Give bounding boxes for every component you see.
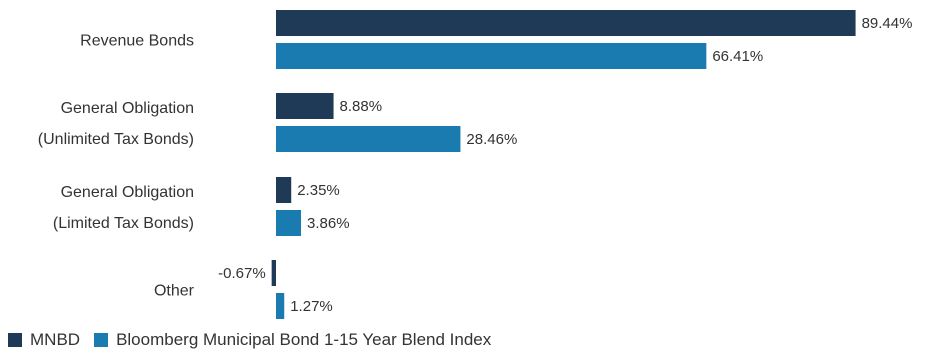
bar-index	[276, 126, 461, 152]
bar-mnbd	[276, 177, 292, 203]
bar-index	[276, 210, 302, 236]
data-label: 3.86%	[307, 215, 350, 232]
data-label: 2.35%	[297, 182, 340, 199]
category-label: (Limited Tax Bonds)	[53, 215, 194, 232]
category-label: (Unlimited Tax Bonds)	[38, 131, 194, 148]
bar-mnbd	[276, 93, 334, 119]
bar-index	[276, 293, 285, 319]
category-label: Revenue Bonds	[80, 33, 194, 50]
data-label: 1.27%	[290, 298, 333, 315]
data-label: -0.67%	[218, 265, 266, 282]
bar-mnbd	[276, 10, 856, 36]
category-label: General Obligation	[61, 100, 194, 117]
legend: MNBD Bloomberg Municipal Bond 1-15 Year …	[8, 330, 505, 350]
bar-index	[276, 43, 707, 69]
bar-chart: Revenue Bonds 89.44% 66.41% General Obligat…	[38, 10, 913, 319]
legend-swatch-index	[94, 333, 109, 347]
category-label: Other	[154, 283, 195, 300]
legend-item-mnbd: MNBD	[8, 330, 80, 350]
legend-label-mnbd: MNBD	[30, 330, 81, 349]
legend-item-index: Bloomberg Municipal Bond 1-15 Year Blend…	[94, 330, 491, 350]
data-label: 28.46%	[466, 131, 517, 148]
data-label: 8.88%	[340, 98, 383, 115]
category-label: General Obligation	[61, 184, 194, 201]
data-label: 89.44%	[862, 15, 913, 32]
legend-swatch-mnbd	[8, 333, 22, 347]
data-label: 66.41%	[712, 48, 763, 65]
bar-mnbd	[271, 260, 276, 286]
legend-label-index: Bloomberg Municipal Bond 1-15 Year Blend…	[116, 330, 492, 349]
